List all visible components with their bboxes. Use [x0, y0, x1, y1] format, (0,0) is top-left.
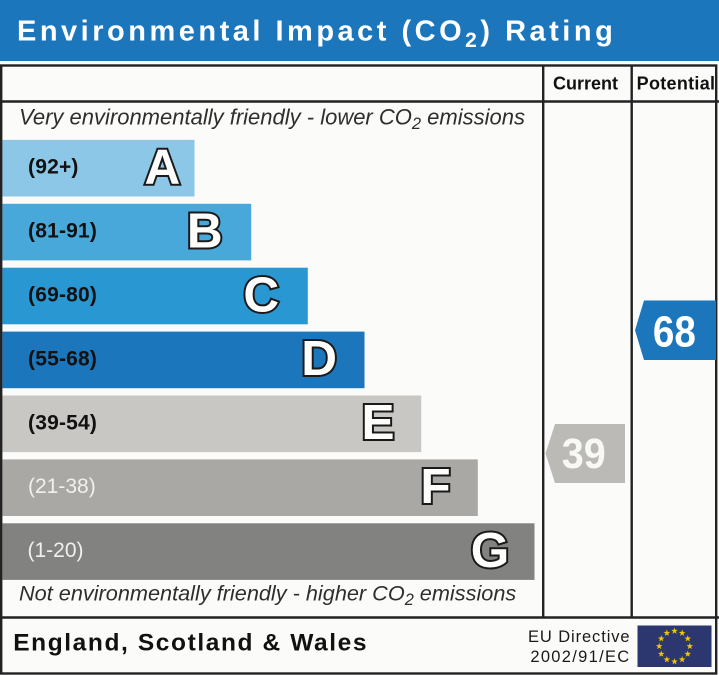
svg-text:Very environmentally friendly: Very environmentally friendly - lower CO… [19, 105, 525, 134]
svg-text:(69-80): (69-80) [28, 284, 97, 307]
svg-text:EU Directive: EU Directive [528, 628, 631, 646]
svg-text:B: B [187, 203, 223, 258]
svg-text:(21-38): (21-38) [28, 475, 96, 498]
svg-text:Potential: Potential [637, 74, 716, 94]
svg-text:(39-54): (39-54) [28, 411, 97, 434]
svg-text:(81-91): (81-91) [28, 220, 97, 243]
svg-text:68: 68 [653, 308, 696, 356]
svg-text:(92+): (92+) [28, 156, 79, 179]
svg-text:2002/91/EC: 2002/91/EC [530, 648, 630, 666]
svg-text:F: F [420, 459, 450, 514]
svg-text:Current: Current [553, 74, 618, 94]
svg-text:A: A [145, 140, 181, 195]
svg-text:(55-68): (55-68) [28, 347, 97, 370]
svg-text:C: C [243, 267, 279, 322]
svg-text:E: E [361, 395, 394, 450]
svg-text:England, Scotland & Wales: England, Scotland & Wales [13, 630, 368, 657]
svg-text:D: D [301, 331, 337, 386]
svg-text:Environmental Impact (CO2) Rat: Environmental Impact (CO2) Rating [17, 16, 616, 53]
svg-text:G: G [471, 523, 510, 578]
svg-text:(1-20): (1-20) [28, 539, 84, 562]
svg-text:39: 39 [562, 431, 606, 478]
svg-text:Not environmentally friendly -: Not environmentally friendly - higher CO… [19, 581, 516, 610]
